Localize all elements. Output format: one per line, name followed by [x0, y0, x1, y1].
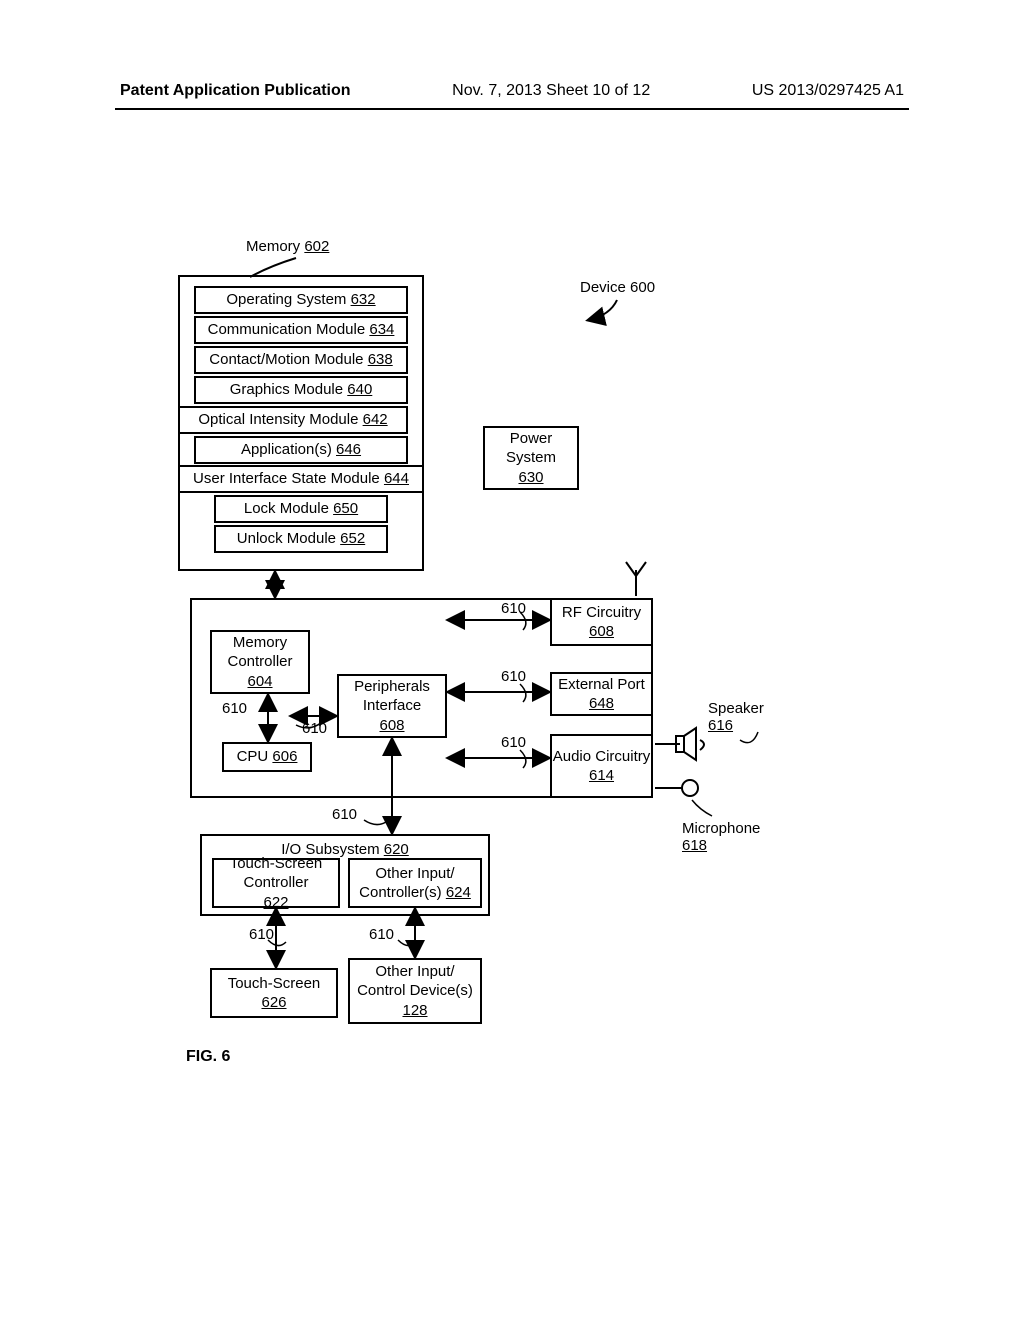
- uistate-box: User Interface State Module 644: [178, 465, 424, 493]
- power-box: Power System 630: [483, 426, 579, 490]
- unlock-box: Unlock Module 652: [214, 525, 388, 553]
- tscreen-box: Touch-Screen 626: [210, 968, 338, 1018]
- r610-c: 610: [501, 734, 526, 751]
- os-box: Operating System 632: [194, 286, 408, 314]
- extport-box: External Port 648: [550, 672, 653, 716]
- r610-g: 610: [249, 926, 274, 943]
- audio-box: Audio Circuitry 614: [550, 734, 653, 798]
- speaker-label: Speaker 616: [708, 700, 764, 734]
- diagram-container: Memory 602 Device 600 Operating System 6…: [0, 0, 1024, 1320]
- memctrl-box: Memory Controller 604: [210, 630, 310, 694]
- microphone-label: Microphone 618: [682, 820, 760, 854]
- graphics-box: Graphics Module 640: [194, 376, 408, 404]
- r610-e: 610: [302, 720, 327, 737]
- contact-box: Contact/Motion Module 638: [194, 346, 408, 374]
- r610-d: 610: [222, 700, 247, 717]
- otherctrl-box: Other Input/ Control Device(s) 128: [348, 958, 482, 1024]
- cpu-box: CPU 606: [222, 742, 312, 772]
- r610-a: 610: [501, 600, 526, 617]
- rf-box: RF Circuitry 608: [550, 598, 653, 646]
- figure-label: FIG. 6: [186, 1048, 230, 1066]
- optical-box: Optical Intensity Module 642: [178, 406, 408, 434]
- r610-h: 610: [369, 926, 394, 943]
- otherin-box: Other Input/ Controller(s) 624: [348, 858, 482, 908]
- memory-label: Memory 602: [246, 238, 329, 255]
- apps-box: Application(s) 646: [194, 436, 408, 464]
- periph-box: Peripherals Interface 608: [337, 674, 447, 738]
- comm-box: Communication Module 634: [194, 316, 408, 344]
- tsctrl-box: Touch-Screen Controller 622: [212, 858, 340, 908]
- device-label: Device 600: [580, 279, 655, 296]
- r610-f: 610: [332, 806, 357, 823]
- lock-box: Lock Module 650: [214, 495, 388, 523]
- r610-b: 610: [501, 668, 526, 685]
